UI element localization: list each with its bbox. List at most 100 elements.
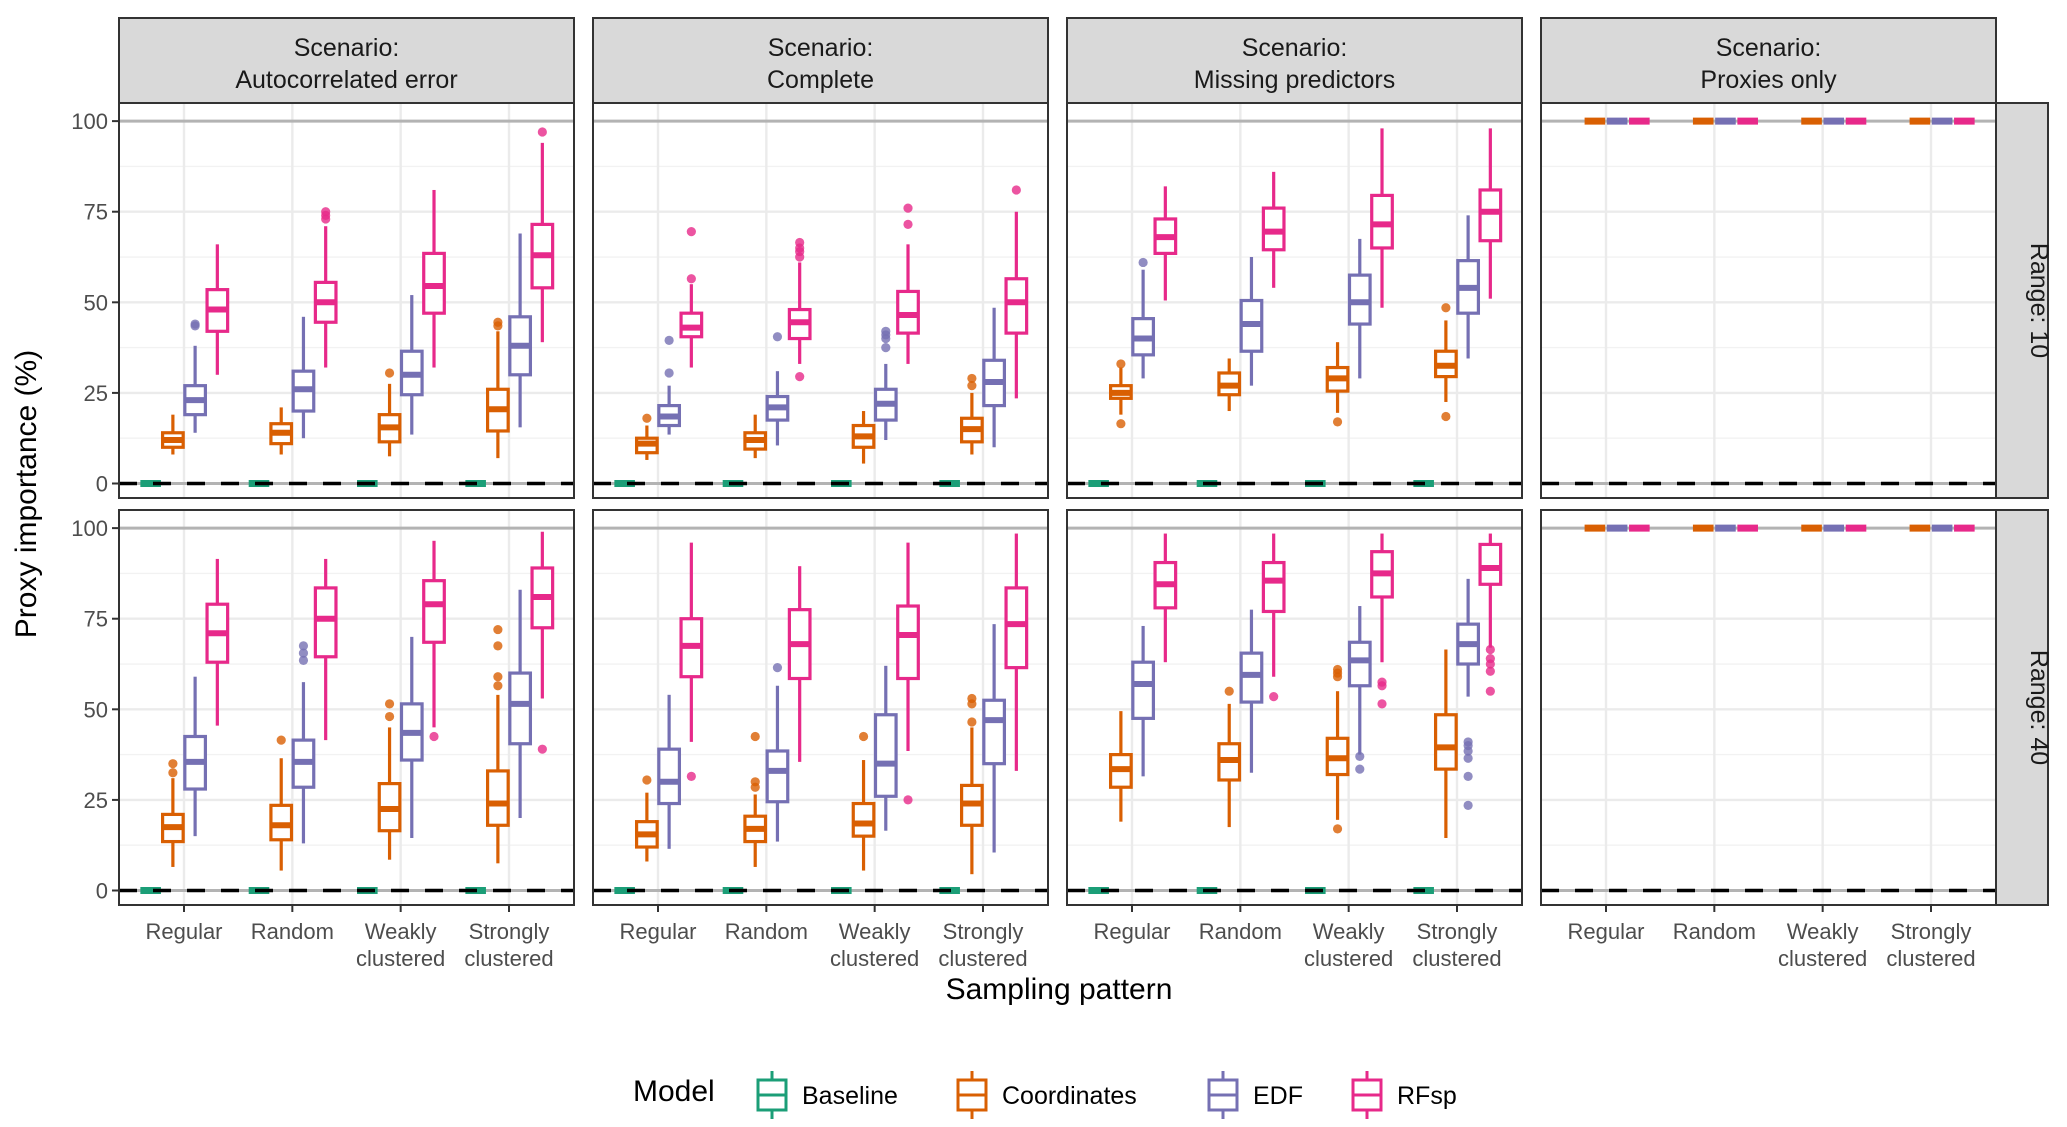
panel-border: [118, 102, 575, 499]
legend-key-boxplot-icon: [756, 1071, 788, 1119]
group-regular: [1584, 524, 1650, 532]
box-edf: [1239, 257, 1264, 386]
strip-label: Scenario:: [1716, 34, 1822, 62]
box-rfsp: [313, 207, 338, 368]
panel-border: [1066, 509, 1523, 906]
box-flat: [614, 480, 635, 488]
outlier-point: [321, 207, 331, 217]
box-rfsp: [1845, 117, 1867, 125]
box-baseline: [140, 887, 161, 895]
gridlines: [593, 510, 1048, 905]
y-tick-label: 25: [84, 381, 108, 406]
group-random: [722, 237, 812, 488]
box-iqr: [313, 586, 338, 659]
box-rfsp: [1153, 186, 1178, 301]
box-coordinates: [959, 373, 984, 455]
outlier-point: [1377, 699, 1387, 709]
panel-range-10-autocorrelated-error: 0 25 50 75 100: [71, 102, 575, 499]
outlier-point: [493, 672, 503, 682]
outlier-point: [1463, 771, 1473, 781]
y-tick-label: 100: [71, 109, 108, 134]
box-baseline: [1088, 480, 1109, 488]
strip-label: Scenario:: [294, 34, 400, 62]
outlier-point: [967, 717, 977, 727]
outlier-point: [537, 744, 547, 754]
box-flat: [1801, 524, 1822, 532]
row-strip-range-40: Range: 40: [1995, 509, 2053, 906]
box-coordinates: [269, 735, 294, 871]
box-coordinates: [851, 731, 876, 871]
outlier-point: [537, 127, 547, 137]
outlier-point: [967, 373, 977, 384]
outlier-point: [493, 317, 503, 327]
outlier-point: [1011, 185, 1021, 195]
outlier-point: [858, 731, 869, 742]
strip-label: Range: 10: [2025, 243, 2053, 358]
box-coordinates: [1801, 117, 1822, 125]
box-coordinates: [1584, 117, 1606, 125]
box-coordinates: [160, 414, 185, 455]
box-flat: [1584, 524, 1606, 532]
box-edf: [1715, 524, 1736, 532]
box-rfsp: [1478, 533, 1503, 696]
y-tick-label: 75: [84, 607, 108, 632]
outlier-point: [1441, 411, 1451, 422]
x-tick-label: Random: [1199, 919, 1282, 944]
box-flat: [1931, 524, 1953, 532]
box-coordinates: [1433, 303, 1458, 422]
group-strongly-clustered: [465, 127, 555, 488]
box-coordinates: [1433, 649, 1458, 838]
box-coordinates: [269, 407, 294, 455]
outlier-point: [1485, 666, 1495, 676]
box-rfsp: [1370, 128, 1394, 308]
outlier-point: [1332, 664, 1343, 675]
box-edf: [1715, 117, 1736, 125]
box-rfsp: [1478, 128, 1503, 299]
legend-entry-rfsp: RFsp: [1351, 1071, 1457, 1119]
x-axis-title: Sampling pattern: [946, 973, 1173, 1006]
box-coordinates: [1108, 711, 1133, 822]
box-rfsp: [422, 540, 446, 742]
gridlines: [1541, 103, 1996, 498]
box-coordinates: [1801, 524, 1822, 532]
box-edf: [399, 295, 424, 435]
box-flat: [1823, 524, 1845, 532]
legend-key-boxplot-icon: [1351, 1071, 1383, 1119]
outlier-point: [1463, 800, 1473, 810]
strip-label: Scenario:: [768, 34, 874, 62]
outlier-point: [881, 343, 891, 353]
x-tick-label: clustered: [356, 946, 445, 971]
group-strongly-clustered: [1413, 128, 1503, 488]
outlier-point: [1485, 653, 1495, 664]
group-random: [722, 566, 812, 895]
box-rfsp: [787, 237, 812, 382]
outlier-point: [298, 641, 309, 651]
group-regular: [140, 244, 230, 488]
panel-range-10-missing-predictors: [1066, 102, 1523, 499]
y-axis-title: Proxy importance (%): [10, 350, 43, 638]
gridlines: [119, 103, 574, 498]
x-tick-label: Strongly: [1417, 919, 1498, 944]
x-tick-label: clustered: [1778, 946, 1867, 971]
box-rfsp: [1629, 117, 1650, 125]
strip-background: [118, 17, 575, 104]
panel-range-40-missing-predictors: Regular Random WeaklyclusteredStronglyclus…: [1066, 509, 1523, 971]
group-weakly-clustered: [1305, 533, 1394, 895]
box-coordinates: [851, 411, 876, 464]
outlier-point: [298, 655, 309, 665]
outlier-point: [750, 777, 760, 787]
outlier-point: [1377, 677, 1387, 687]
outlier-point: [772, 663, 783, 673]
group-regular: [1088, 186, 1178, 488]
x-tick-label: Random: [1673, 919, 1756, 944]
box-flat: [614, 887, 635, 895]
outlier-point: [384, 711, 395, 722]
outlier-point: [1441, 303, 1451, 313]
group-strongly-clustered: [1909, 117, 1975, 125]
box-edf: [1823, 524, 1845, 532]
box-coordinates: [160, 759, 185, 867]
box-flat: [1909, 524, 1931, 532]
box-coordinates: [1217, 358, 1242, 412]
x-tick-label: Strongly: [943, 919, 1024, 944]
box-rfsp: [1954, 524, 1975, 532]
